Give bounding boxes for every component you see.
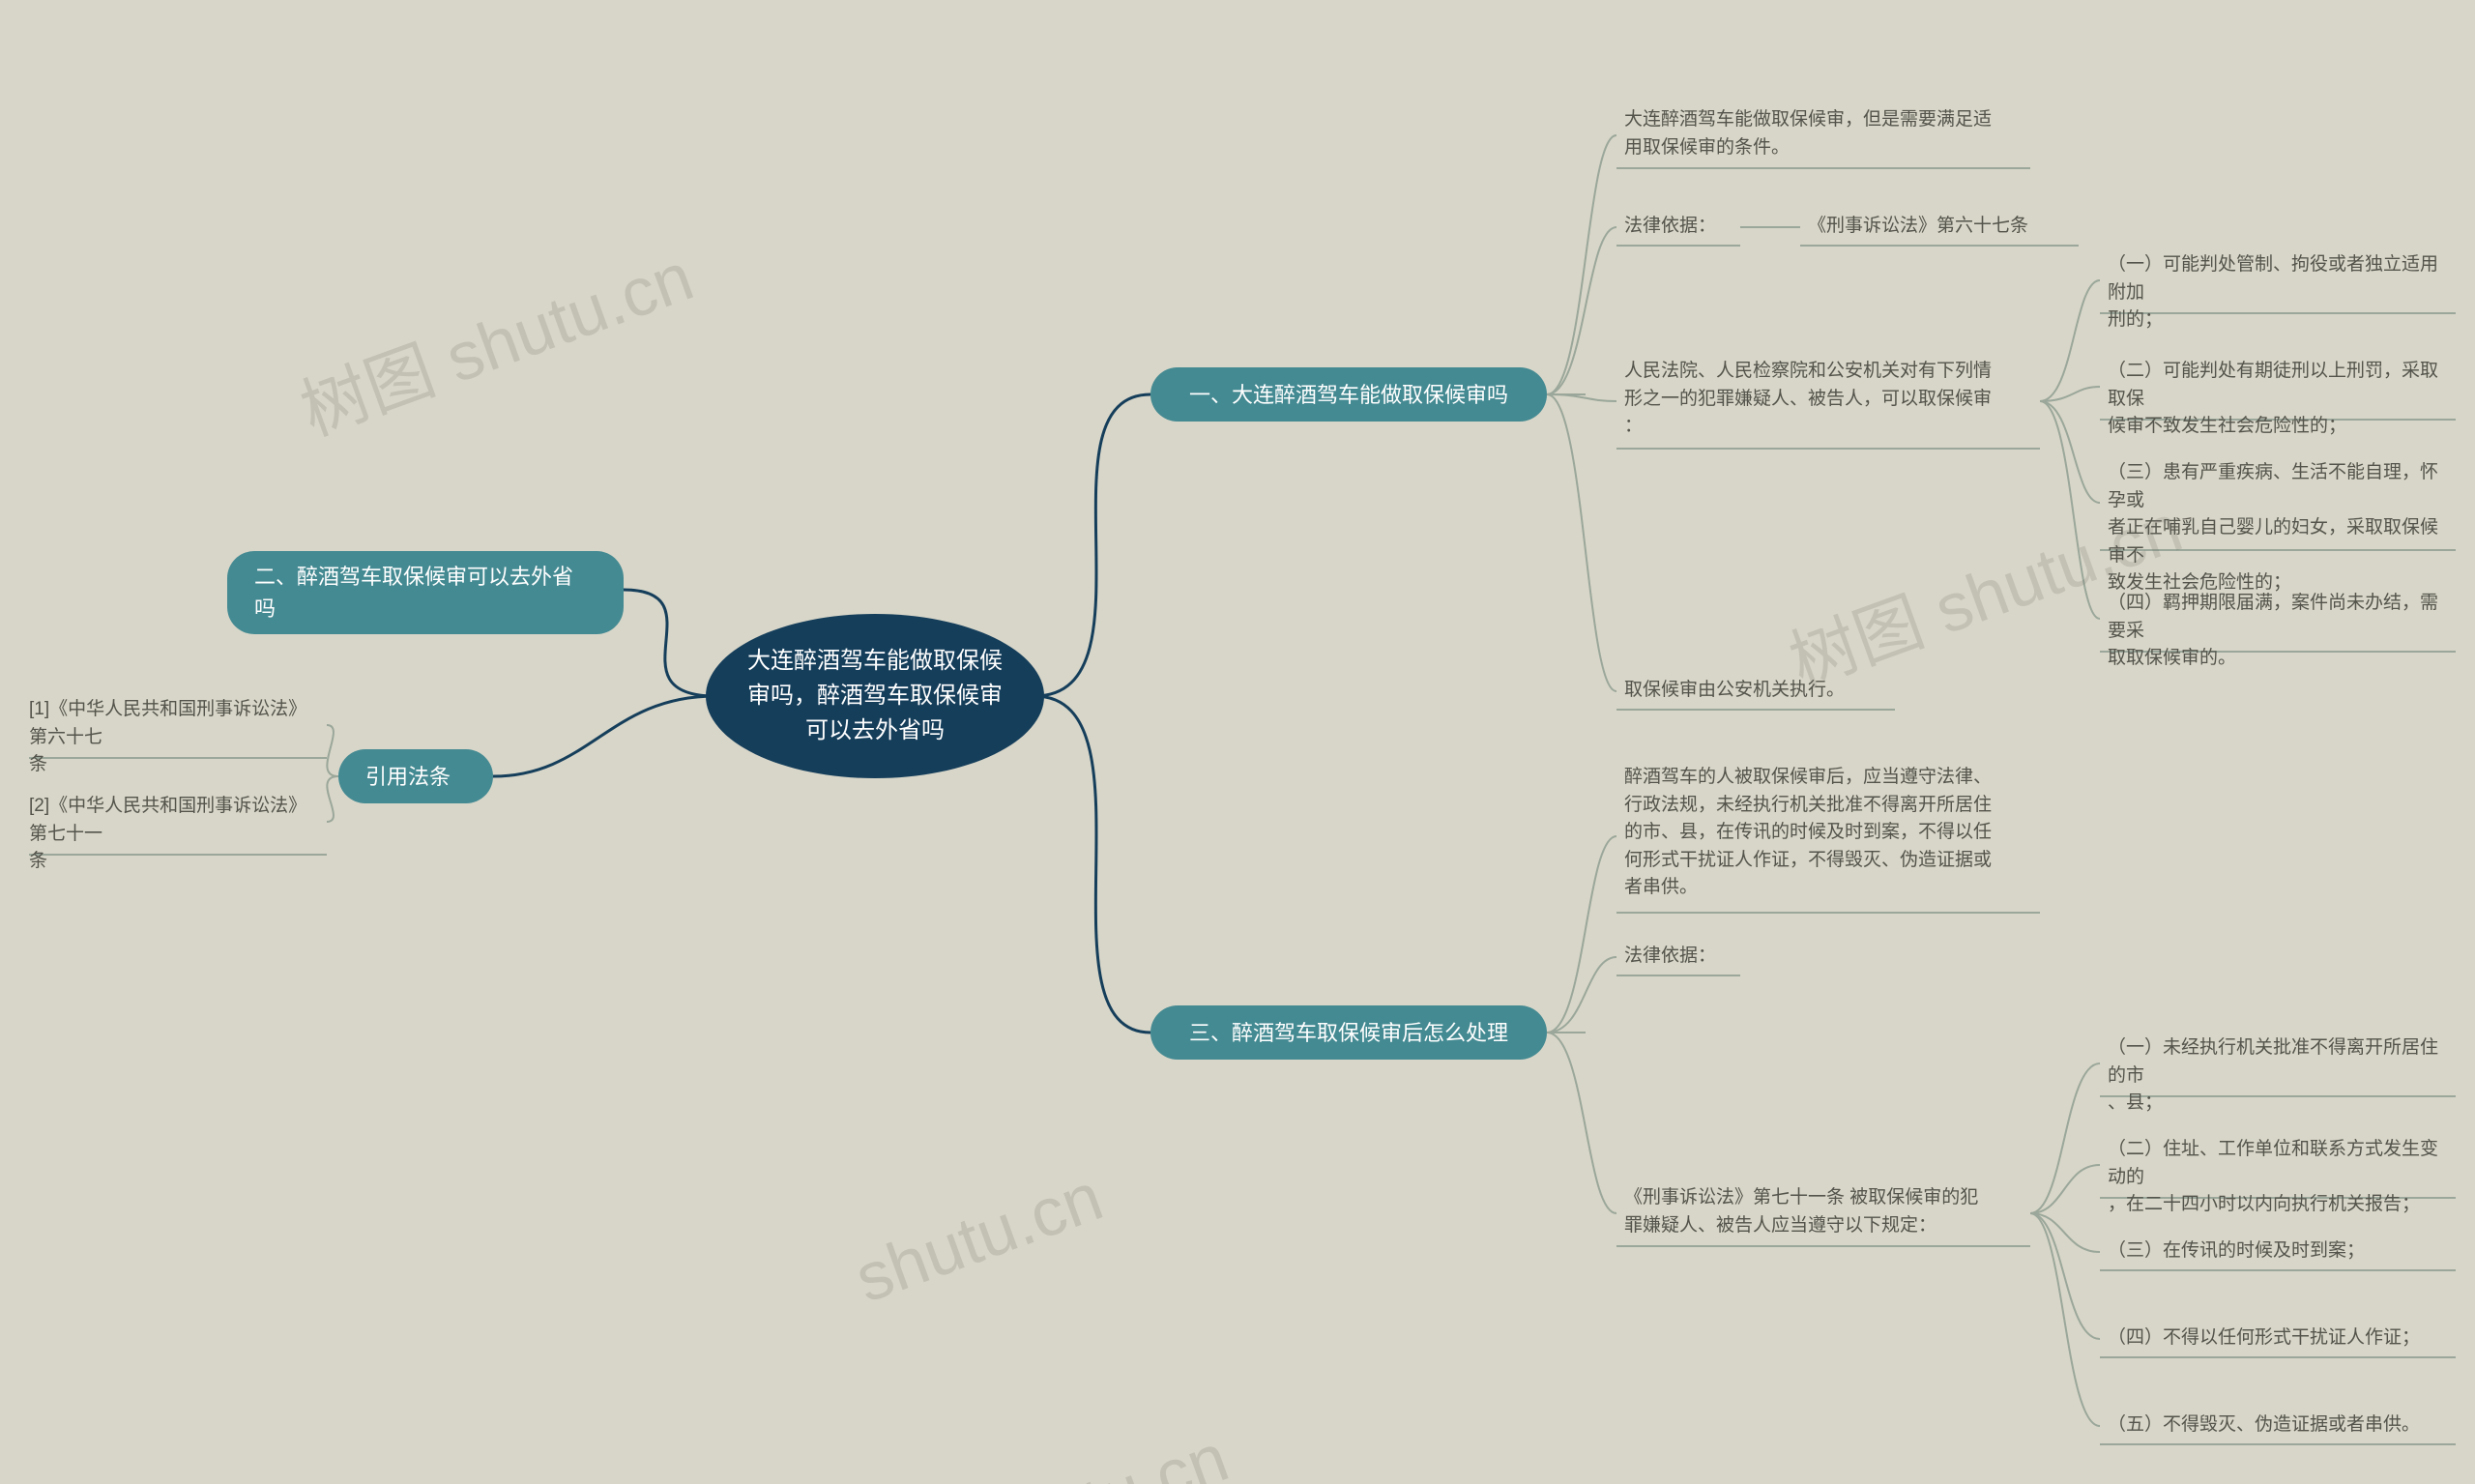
- watermark-0: 树图 shutu.cn: [286, 223, 705, 455]
- b3: 三、醉酒驾车取保候审后怎么处理: [1150, 1005, 1547, 1060]
- watermark-3: shutu.cn: [971, 1418, 1238, 1484]
- b1c1: 大连醉酒驾车能做取保候审，但是需要满足适 用取保候审的条件。: [1624, 106, 2030, 164]
- b1c3: 人民法院、人民检察院和公安机关对有下列情 形之一的犯罪嫌疑人、被告人，可以取保候…: [1624, 358, 2040, 445]
- ref: 引用法条: [338, 749, 493, 803]
- b3c3: 《刑事诉讼法》第七十一条 被取保候审的犯 罪嫌疑人、被告人应当遵守以下规定：: [1624, 1184, 2030, 1242]
- b3c1: 醉酒驾车的人被取保候审后，应当遵守法律、 行政法规，未经执行机关批准不得离开所居…: [1624, 764, 2040, 909]
- b1c3b: （二）可能判处有期徒刑以上刑罚，采取取保 候审不致发生社会危险性的；: [2108, 358, 2456, 441]
- b1: 一、大连醉酒驾车能做取保候审吗: [1150, 367, 1547, 422]
- watermark-2: shutu.cn: [845, 1157, 1112, 1318]
- connectors-svg: [0, 0, 2475, 1484]
- ref1: [1]《中华人民共和国刑事诉讼法》 第六十七 条: [29, 696, 319, 779]
- ref2: [2]《中华人民共和国刑事诉讼法》 第七十一 条: [29, 793, 319, 876]
- b3c3a: （一）未经执行机关批准不得离开所居住的市 、县；: [2108, 1034, 2456, 1118]
- b1c3d: （四）羁押期限届满，案件尚未办结，需要采 取取保候审的。: [2108, 590, 2456, 673]
- b3c3d: （四）不得以任何形式干扰证人作证；: [2108, 1324, 2456, 1353]
- b1c4: 取保候审由公安机关执行。: [1624, 677, 1895, 706]
- b1c3a: （一）可能判处管制、拘役或者独立适用附加 刑的；: [2108, 251, 2456, 335]
- b1c3c: （三）患有严重疾病、生活不能自理，怀孕或 者正在哺乳自己婴儿的妇女，采取取保候审…: [2108, 459, 2456, 597]
- b1c2: 法律依据：: [1624, 213, 1740, 242]
- root-text: 大连醉酒驾车能做取保候 审吗，醉酒驾车取保候审 可以去外省吗: [747, 644, 1003, 748]
- b2: 二、醉酒驾车取保候审可以去外省 吗: [227, 551, 624, 634]
- b1c2a: 《刑事诉讼法》第六十七条: [1808, 213, 2079, 242]
- root-node: 大连醉酒驾车能做取保候 审吗，醉酒驾车取保候审 可以去外省吗: [706, 614, 1044, 778]
- b3c3e: （五）不得毁灭、伪造证据或者串供。: [2108, 1411, 2456, 1440]
- b3c3c: （三）在传讯的时候及时到案；: [2108, 1237, 2456, 1266]
- b3c2: 法律依据：: [1624, 943, 1740, 972]
- b3c3b: （二）住址、工作单位和联系方式发生变动的 ，在二十四小时以内向执行机关报告；: [2108, 1136, 2456, 1219]
